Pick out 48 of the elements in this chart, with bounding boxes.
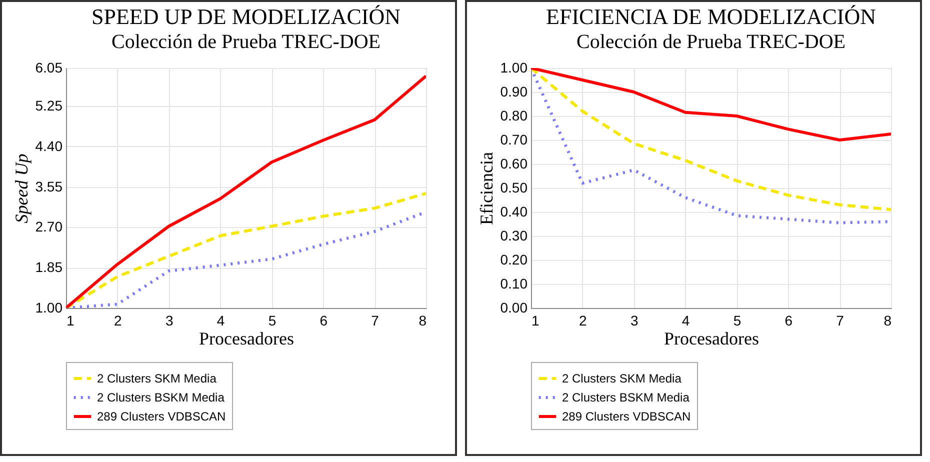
legend-label: 2 Clusters BSKM Media — [562, 390, 690, 404]
chart-subtitle: Colección de Prueba TREC-DOE — [111, 31, 381, 53]
x-tick-label: 8 — [418, 312, 427, 328]
legend-label: 289 Clusters VDBSCAN — [562, 410, 691, 424]
y-tick-label: 1.85 — [35, 259, 63, 276]
y-tick-label: 1.00 — [35, 300, 63, 316]
y-tick-label: 0.80 — [500, 108, 528, 124]
x-tick-label: 5 — [733, 312, 742, 328]
y-tick-label: 2.70 — [35, 218, 63, 235]
y-tick-label: 0.60 — [500, 156, 528, 172]
y-axis-title: Speed Up — [11, 154, 32, 224]
x-tick-label: 8 — [884, 312, 892, 328]
x-axis-title: Procesadores — [664, 328, 759, 348]
y-tick-label: 0.70 — [500, 132, 528, 148]
y-tick-label: 0.40 — [500, 204, 528, 220]
x-tick-label: 3 — [630, 312, 638, 328]
y-tick-label: 0.30 — [500, 228, 528, 244]
y-tick-label: 6.05 — [35, 60, 63, 76]
x-tick-label: 6 — [320, 312, 328, 328]
x-tick-label: 4 — [682, 312, 690, 328]
x-tick-label: 7 — [836, 312, 844, 328]
legend-label: 2 Clusters BSKM Media — [97, 390, 225, 404]
y-tick-label: 0.20 — [500, 252, 528, 268]
y-tick-label: 0.50 — [500, 180, 528, 196]
x-tick-label: 1 — [66, 312, 74, 328]
y-tick-label: 1.00 — [500, 60, 528, 76]
y-tick-label: 4.40 — [35, 138, 63, 154]
legend-label: 2 Clusters SKM Media — [562, 372, 682, 386]
x-tick-label: 2 — [114, 312, 122, 328]
x-tick-label: 4 — [216, 312, 225, 328]
x-tick-label: 3 — [165, 312, 174, 328]
y-axis-title: Eficiencia — [476, 152, 496, 225]
x-tick-label: 6 — [784, 312, 793, 328]
y-tick-label: 0.10 — [500, 276, 528, 292]
chart-subtitle: Colección de Prueba TREC-DOE — [576, 31, 846, 53]
x-tick-label: 2 — [579, 312, 588, 328]
legend-label: 289 Clusters VDBSCAN — [97, 410, 226, 424]
y-tick-label: 5.25 — [35, 98, 63, 114]
chart-title: EFICIENCIA DE MODELIZACIÓN — [546, 4, 876, 29]
y-tick-label: 0.90 — [500, 84, 528, 100]
x-axis-title: Procesadores — [199, 328, 294, 348]
legend-label: 2 Clusters SKM Media — [97, 372, 217, 386]
x-tick-label: 7 — [371, 312, 380, 328]
y-tick-label: 0.00 — [500, 300, 528, 316]
chart-title: SPEED UP DE MODELIZACIÓN — [91, 4, 401, 29]
x-tick-label: 5 — [268, 312, 276, 328]
y-tick-label: 3.55 — [35, 178, 63, 194]
x-tick-label: 1 — [532, 312, 540, 328]
